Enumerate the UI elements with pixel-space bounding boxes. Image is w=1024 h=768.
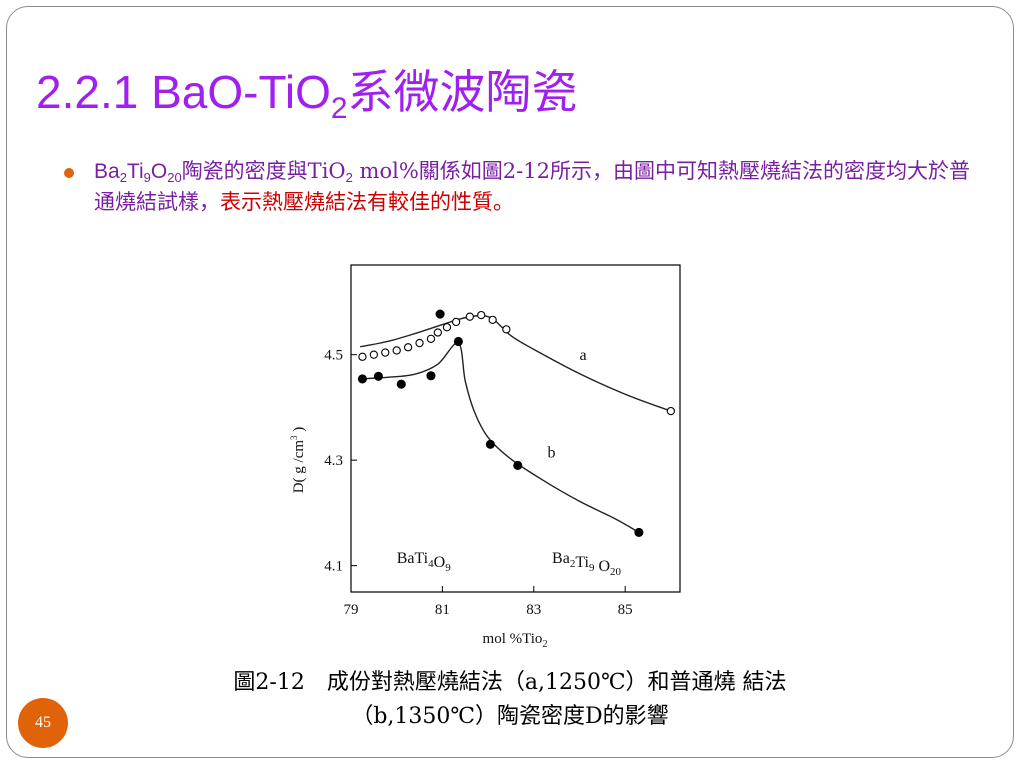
series-a-line: [360, 314, 672, 412]
x-axis-ticks: 79 81 83 85: [344, 586, 633, 618]
y-tick-label: 4.3: [324, 453, 343, 469]
series-b-label: b: [547, 445, 555, 462]
series-b-line: [360, 342, 640, 534]
series-curves: [360, 314, 672, 534]
series-a-point: [488, 315, 497, 325]
bullet-highlight: 表示熱壓燒結法有較佳的性質。: [220, 190, 514, 214]
x-tick-label: 83: [526, 602, 541, 618]
y-tick-label: 4.5: [324, 348, 343, 364]
series-b-point: [426, 371, 436, 381]
bullet-formula-o: O: [150, 160, 168, 183]
x-axis-label: mol %Tio2: [483, 631, 548, 650]
series-b-point: [435, 309, 445, 319]
series-b-point: [396, 379, 406, 389]
bullet-sub-4: 2: [345, 170, 353, 185]
figure-caption: 圖2-12 成份對熱壓燒結法（a,1250℃）和普通燒 結法 （b,1350℃）…: [150, 666, 870, 734]
bullet-sub-1: 2: [119, 170, 127, 185]
x-tick-label: 85: [618, 602, 633, 618]
y-tick-label: 4.1: [324, 559, 343, 575]
series-b-point: [453, 336, 463, 347]
series-a-point: [426, 334, 436, 343]
series-a-point: [465, 312, 474, 321]
title-rest: 系微波陶瓷: [347, 66, 578, 118]
annotation-ba2ti9o20-phase: Ba2Ti9 O20: [552, 550, 622, 578]
phase-annotations: BaTi4O9 Ba2Ti9 O20: [397, 550, 622, 578]
series-b-point: [485, 439, 495, 449]
bullet-text-1: 陶瓷的密度與TiO: [181, 159, 346, 183]
slide-title: 2.2.1 BaO-TiO2系微波陶瓷: [36, 56, 578, 125]
series-b-point: [357, 374, 367, 384]
x-tick-label: 79: [344, 602, 359, 618]
series-a-point: [403, 343, 413, 352]
series-a-point: [369, 350, 378, 359]
title-main: 2.2.1 BaO-TiO: [36, 66, 331, 118]
plot-frame: [350, 264, 681, 593]
y-axis-label: D( g /cm3 ): [289, 427, 307, 494]
series-a-point: [381, 348, 390, 357]
series-a-point: [666, 406, 676, 416]
y-axis-ticks: 4.5 4.3 4.1: [324, 348, 357, 575]
series-labels: ab: [547, 347, 586, 462]
caption-line-2: （b,1350℃）陶瓷密度D的影響: [351, 704, 669, 729]
series-a-point: [433, 328, 442, 337]
series-a-point: [358, 352, 367, 361]
series-b-point: [634, 527, 644, 537]
series-a-point: [442, 323, 452, 332]
series-b-point: [373, 371, 383, 381]
series-a-point: [392, 346, 401, 355]
series-a-point: [502, 325, 511, 334]
title-subscript: 2: [330, 92, 348, 125]
bullet-formula-ba: Ba: [94, 160, 120, 183]
series-a-point: [415, 338, 424, 348]
bullet-paragraph: Ba2Ti9O20陶瓷的密度與TiO2 mol%關係如圖2-12所示，由圖中可知…: [94, 156, 974, 218]
x-tick-label: 81: [435, 602, 450, 618]
annotation-batio-phase: BaTi4O9: [397, 550, 452, 574]
slide-frame: [6, 6, 1014, 758]
caption-line-1: 圖2-12 成份對熱壓燒結法（a,1250℃）和普通燒 結法: [233, 670, 787, 695]
bullet-dot-icon: [64, 168, 74, 178]
bullet-sub-2: 9: [143, 170, 151, 185]
series-b-point: [513, 460, 523, 470]
series-a-point: [451, 317, 461, 327]
bullet-text-2: mol%關係如圖2-12所示，由圖中可知熱壓燒結法的密度均大於普通燒結試樣，: [94, 159, 970, 214]
series-a-point: [477, 310, 486, 320]
bullet-formula-ti: Ti: [126, 160, 144, 183]
series-a-label: a: [579, 347, 586, 364]
series-points: [357, 309, 676, 537]
bullet-sub-3: 20: [167, 170, 182, 185]
page-number-badge: 45: [18, 698, 68, 748]
